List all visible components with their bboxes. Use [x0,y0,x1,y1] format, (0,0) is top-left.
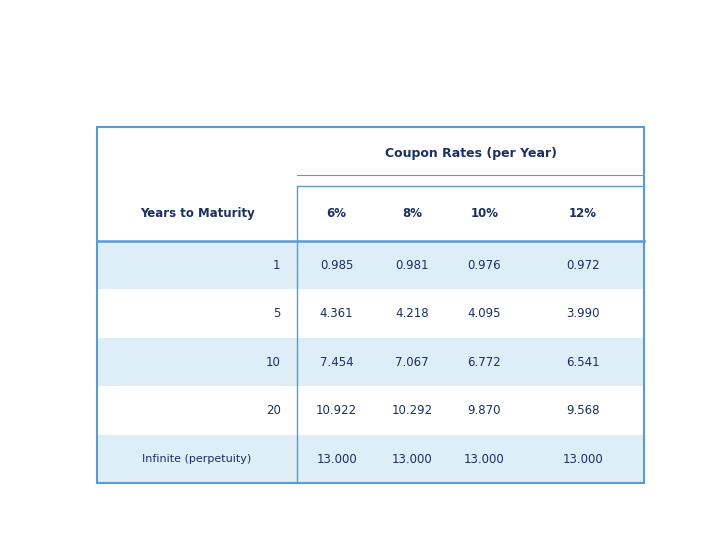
Text: 3.990: 3.990 [566,307,600,320]
Text: Years to Maturity: Years to Maturity [140,207,254,220]
Text: |: | [562,512,568,529]
Text: Infinite (perpetuity): Infinite (perpetuity) [143,454,252,464]
Text: 12%: 12% [569,207,597,220]
Text: 9.870: 9.870 [467,404,501,417]
Bar [97,289,644,338]
Text: 20: 20 [266,404,281,417]
Bar [97,338,644,386]
Text: 6.772: 6.772 [467,356,501,369]
Text: 16-17: 16-17 [22,514,59,527]
Text: 9.568: 9.568 [566,404,600,417]
Text: 1: 1 [273,259,281,272]
Text: 0.972: 0.972 [566,259,600,272]
Text: 13.000: 13.000 [316,453,357,465]
Text: 5: 5 [273,307,281,320]
Text: Table 16.3 Bond Durations (Yield to
Maturity = 8% APR; Semiannual Coupons): Table 16.3 Bond Durations (Yield to Matu… [104,24,616,76]
Text: 13.000: 13.000 [464,453,505,465]
Text: 0.981: 0.981 [395,259,428,272]
Text: 10%: 10% [470,207,498,220]
Text: 6.541: 6.541 [566,356,600,369]
Text: 6%: 6% [327,207,346,220]
Text: 4.218: 4.218 [395,307,428,320]
Text: 10.922: 10.922 [316,404,357,417]
Text: INVESTMENTS: INVESTMENTS [454,513,575,528]
Text: 8%: 8% [402,207,422,220]
Text: 0.976: 0.976 [467,259,501,272]
Text: 10: 10 [266,356,281,369]
Bar [97,386,644,435]
Text: BODIE, KANE, MARCUS: BODIE, KANE, MARCUS [576,516,709,525]
Text: 13.000: 13.000 [392,453,432,465]
Text: 7.067: 7.067 [395,356,428,369]
Text: 7.454: 7.454 [320,356,354,369]
Text: 0.985: 0.985 [320,259,354,272]
Text: Coupon Rates (per Year): Coupon Rates (per Year) [384,147,557,160]
Bar [97,241,644,289]
Bar [97,435,644,483]
Text: 4.095: 4.095 [467,307,501,320]
Text: 13.000: 13.000 [562,453,603,465]
Text: 4.361: 4.361 [320,307,354,320]
Text: 10.292: 10.292 [391,404,433,417]
